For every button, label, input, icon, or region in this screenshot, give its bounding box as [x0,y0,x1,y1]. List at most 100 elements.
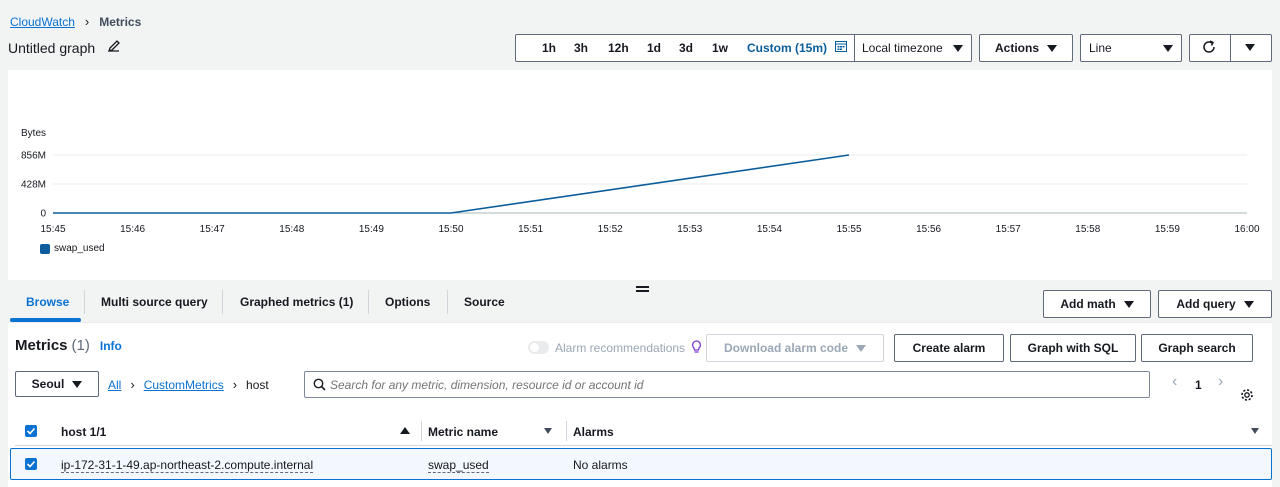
region-label: Seoul [31,377,65,391]
tab-browse[interactable]: Browse [26,284,69,320]
metric-name-column-header[interactable]: Metric name [428,425,499,439]
host-column-header[interactable]: host 1/1 [61,425,107,439]
range-custom[interactable]: Custom (15m) [747,41,828,55]
actions-button[interactable]: Actions [979,34,1073,62]
metrics-title: Metrics [15,337,68,354]
tab-source[interactable]: Source [464,284,505,320]
column-divider [566,421,567,441]
page-number[interactable]: 1 [1195,378,1202,392]
chevron-right-icon: › [130,377,135,392]
chart-type-select[interactable]: Line [1080,34,1182,62]
select-all-checkbox[interactable] [25,425,37,437]
x-tick-label: 15:51 [518,224,544,235]
metric-search-box[interactable] [304,371,1150,398]
x-tick-label: 15:50 [438,224,464,235]
create-alarm-label: Create alarm [912,341,986,355]
caret-down-icon [856,344,867,352]
row-metric-name[interactable]: swap_used [428,458,489,473]
breadcrumb: CloudWatch › Metrics [10,14,141,29]
sort-caret-icon[interactable] [1251,428,1259,434]
sort-caret-icon[interactable] [544,428,552,434]
resize-handle[interactable] [636,286,649,292]
add-math-label: Add math [1060,297,1116,311]
series-line-swap_used[interactable] [53,154,850,214]
x-tick-label: 15:59 [1154,224,1180,235]
x-tick-label: 15:47 [199,224,225,235]
tab-graphed-metrics[interactable]: Graphed metrics (1) [240,284,353,320]
sort-ascending-icon[interactable] [400,427,410,434]
time-range-group [515,34,972,62]
x-tick-label: 15:56 [916,224,942,235]
add-query-label: Add query [1176,297,1236,311]
tab-divider [368,290,369,314]
tab-options-label: Options [385,295,431,309]
table-header [15,418,1272,446]
graph-with-sql-button[interactable]: Graph with SQL [1010,334,1136,362]
range-3d[interactable]: 3d [679,41,694,55]
refresh-icon[interactable] [1201,39,1217,58]
graph-search-label: Graph search [1158,341,1236,355]
graph-title-text: Untitled graph [8,39,96,56]
x-tick-label: 15:46 [120,224,146,235]
y-tick-label: 0 [40,209,46,220]
search-input[interactable] [330,375,1130,394]
range-12h[interactable]: 12h [608,41,629,55]
metrics-heading: Metrics (1) Info [15,337,122,354]
graph-title: Untitled graph [8,39,121,56]
toggle-knob [530,343,539,352]
x-tick-label: 15:49 [358,224,384,235]
caret-down-icon [1123,300,1134,308]
breadcrumb-current: Metrics [99,14,142,29]
tab-divider [84,290,85,314]
search-icon [313,378,326,394]
range-3h[interactable]: 3h [574,41,589,55]
next-page-icon[interactable]: › [1218,373,1224,390]
tab-graphed-metrics-label: Graphed metrics (1) [240,295,354,309]
download-alarm-code-button[interactable]: Download alarm code [706,334,884,362]
metrics-count: (1) [71,337,90,354]
gear-icon[interactable] [1240,388,1254,405]
tab-multi-source-query[interactable]: Multi source query [101,284,208,320]
create-alarm-button[interactable]: Create alarm [894,334,1004,362]
x-tick-label: 15:55 [836,224,862,235]
tab-multi-source-label: Multi source query [101,295,208,309]
add-query-button[interactable]: Add query [1158,290,1272,318]
tab-options[interactable]: Options [385,284,430,320]
x-tick-label: 15:52 [597,224,623,235]
row-host-value[interactable]: ip-172-31-1-49.ap-northeast-2.compute.in… [61,458,314,473]
x-tick-label: 15:48 [279,224,305,235]
refresh-divider [1230,35,1231,61]
path-all-link[interactable]: All [108,377,122,392]
range-1d[interactable]: 1d [647,41,662,55]
tab-divider [222,290,223,314]
table-row[interactable] [10,448,1272,480]
timezone-label: Local timezone [862,41,943,55]
legend-swatch[interactable] [40,243,50,254]
chart-type-label: Line [1089,41,1112,55]
add-math-button[interactable]: Add math [1043,290,1151,318]
breadcrumb-cloudwatch-link[interactable]: CloudWatch [10,14,75,29]
actions-label: Actions [994,41,1039,55]
region-select[interactable]: Seoul [15,371,99,397]
alarms-column-header[interactable]: Alarms [573,425,614,439]
calendar-icon[interactable] [835,40,847,55]
refresh-options-caret-icon[interactable] [1245,44,1255,51]
y-tick-label: 856M [21,151,46,162]
x-tick-label: 15:54 [756,224,782,235]
row-checkbox[interactable] [25,458,37,470]
graph-search-button[interactable]: Graph search [1141,334,1253,362]
range-1w[interactable]: 1w [712,41,729,55]
edit-pencil-icon[interactable] [107,39,121,56]
prev-page-icon[interactable]: ‹ [1172,373,1178,390]
alarm-recommendations-toggle[interactable] [528,341,549,354]
range-1h[interactable]: 1h [542,41,557,55]
info-link[interactable]: Info [99,339,122,353]
chart-panel [8,70,1272,280]
timezone-select[interactable]: Local timezone [862,41,963,55]
x-tick-label: 15:45 [40,224,66,235]
caret-down-icon [1163,45,1173,52]
range-divider [854,35,855,61]
tab-divider [447,290,448,314]
path-namespace-link[interactable]: CustomMetrics [143,377,224,392]
caret-down-icon [1047,44,1057,52]
